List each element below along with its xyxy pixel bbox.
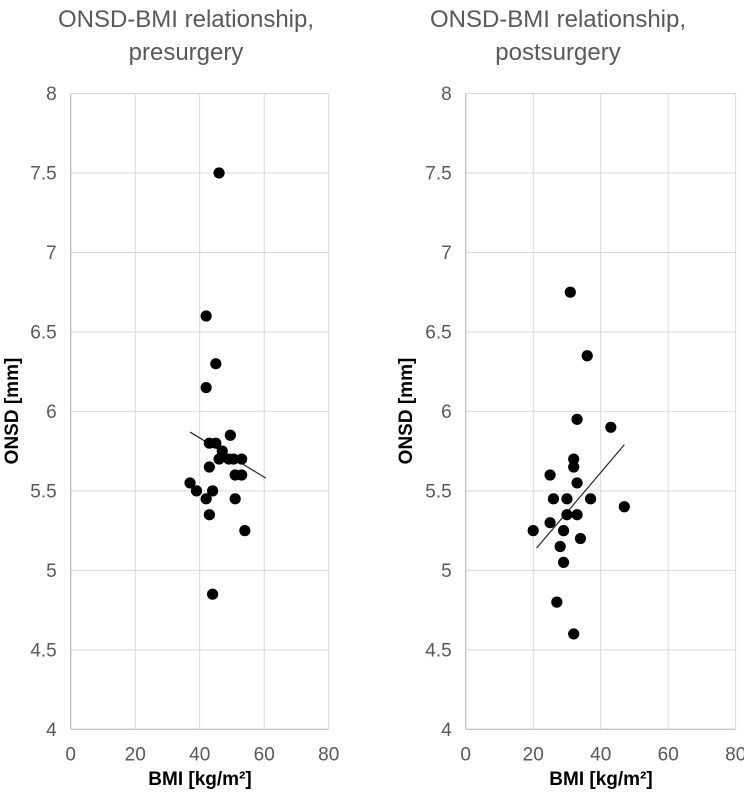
data-point bbox=[584, 493, 597, 505]
y-tick-label: 6.5 bbox=[30, 322, 56, 343]
x-tick-label: 40 bbox=[590, 744, 611, 765]
y-tick-label: 4.5 bbox=[425, 640, 451, 661]
data-point bbox=[544, 469, 556, 481]
y-tick-label: 7.5 bbox=[30, 163, 56, 184]
y-tick-label: 5 bbox=[46, 561, 57, 582]
y-tick-label: 4.5 bbox=[30, 640, 56, 661]
y-tick-label: 7 bbox=[441, 243, 452, 264]
x-axis-label: BMI [kg/m²] bbox=[549, 769, 653, 790]
chart-title-line1: ONSD-BMI relationship, bbox=[429, 6, 687, 33]
data-point bbox=[618, 501, 630, 513]
y-tick-label: 4 bbox=[441, 720, 452, 741]
data-point bbox=[210, 437, 222, 449]
x-tick-label: 20 bbox=[523, 744, 544, 765]
x-tick-label: 40 bbox=[189, 744, 210, 765]
data-point bbox=[574, 532, 587, 545]
data-point bbox=[203, 509, 215, 521]
data-point bbox=[190, 485, 203, 497]
y-tick-label: 8 bbox=[441, 84, 452, 105]
data-point bbox=[200, 493, 212, 505]
chart-title-postsurgery: ONSD-BMI relationship, postsurgery bbox=[372, 3, 744, 69]
y-tick-label: 8 bbox=[46, 84, 57, 105]
x-tick-label: 60 bbox=[658, 744, 679, 765]
data-point bbox=[200, 310, 212, 322]
data-point bbox=[224, 429, 236, 441]
y-tick-label: 5 bbox=[441, 561, 452, 582]
data-point bbox=[227, 453, 240, 465]
chart-title-presurgery: ONSD-BMI relationship, presurgery bbox=[0, 3, 372, 69]
data-point bbox=[527, 525, 539, 537]
data-point bbox=[207, 485, 219, 497]
data-point bbox=[568, 453, 580, 465]
data-point bbox=[544, 517, 556, 529]
data-point bbox=[571, 477, 583, 489]
data-point bbox=[571, 509, 583, 521]
data-point bbox=[561, 509, 573, 521]
data-point bbox=[207, 588, 219, 600]
data-point bbox=[229, 493, 241, 505]
data-point bbox=[568, 628, 580, 640]
data-point bbox=[210, 358, 222, 370]
data-point bbox=[184, 477, 196, 489]
x-tick-label: 80 bbox=[318, 744, 339, 765]
data-point bbox=[561, 493, 573, 505]
x-tick-label: 20 bbox=[125, 744, 146, 765]
y-tick-label: 6 bbox=[441, 402, 452, 423]
data-point bbox=[557, 556, 570, 569]
y-tick-label: 6.5 bbox=[425, 322, 451, 343]
data-point bbox=[581, 350, 593, 362]
data-point bbox=[213, 453, 225, 465]
data-point bbox=[213, 167, 225, 179]
x-tick-label: 60 bbox=[254, 744, 275, 765]
trendline bbox=[536, 444, 625, 549]
x-axis-label: BMI [kg/m²] bbox=[148, 769, 252, 790]
data-point bbox=[554, 540, 566, 553]
data-point bbox=[203, 461, 215, 473]
data-point bbox=[547, 493, 560, 505]
data-point bbox=[605, 421, 617, 433]
data-point bbox=[557, 525, 570, 537]
data-point bbox=[236, 469, 248, 481]
y-tick-label: 5.5 bbox=[30, 481, 56, 502]
chart-postsurgery: ONSD-BMI relationship, postsurgery ONSD … bbox=[372, 0, 744, 799]
x-tick-label: 0 bbox=[460, 744, 471, 765]
data-point bbox=[200, 381, 212, 394]
data-point bbox=[571, 413, 583, 425]
data-point bbox=[239, 525, 251, 537]
x-tick-label: 80 bbox=[725, 744, 744, 765]
y-tick-label: 7 bbox=[46, 243, 57, 264]
y-tick-label: 7.5 bbox=[425, 163, 451, 184]
x-tick-label: 0 bbox=[65, 744, 76, 765]
y-tick-label: 6 bbox=[46, 402, 57, 423]
data-point bbox=[564, 286, 576, 298]
y-tick-label: 5.5 bbox=[425, 481, 451, 502]
plot-area-presurgery: 44.555.566.577.580 20 40 60 80 bbox=[30, 84, 339, 765]
y-tick-label: 4 bbox=[46, 720, 57, 741]
plot-area-postsurgery: 44.555.566.577.580 20 40 60 80 bbox=[425, 84, 744, 765]
data-point bbox=[236, 453, 248, 465]
data-point bbox=[551, 596, 563, 608]
chart-title-line1: ONSD-BMI relationship, bbox=[57, 6, 315, 33]
chart-title-line2: postsurgery bbox=[495, 39, 621, 66]
chart-presurgery: ONSD-BMI relationship, presurgery ONSD [… bbox=[0, 3, 372, 790]
data-point bbox=[568, 461, 580, 473]
chart-title-line2: presurgery bbox=[128, 39, 244, 66]
